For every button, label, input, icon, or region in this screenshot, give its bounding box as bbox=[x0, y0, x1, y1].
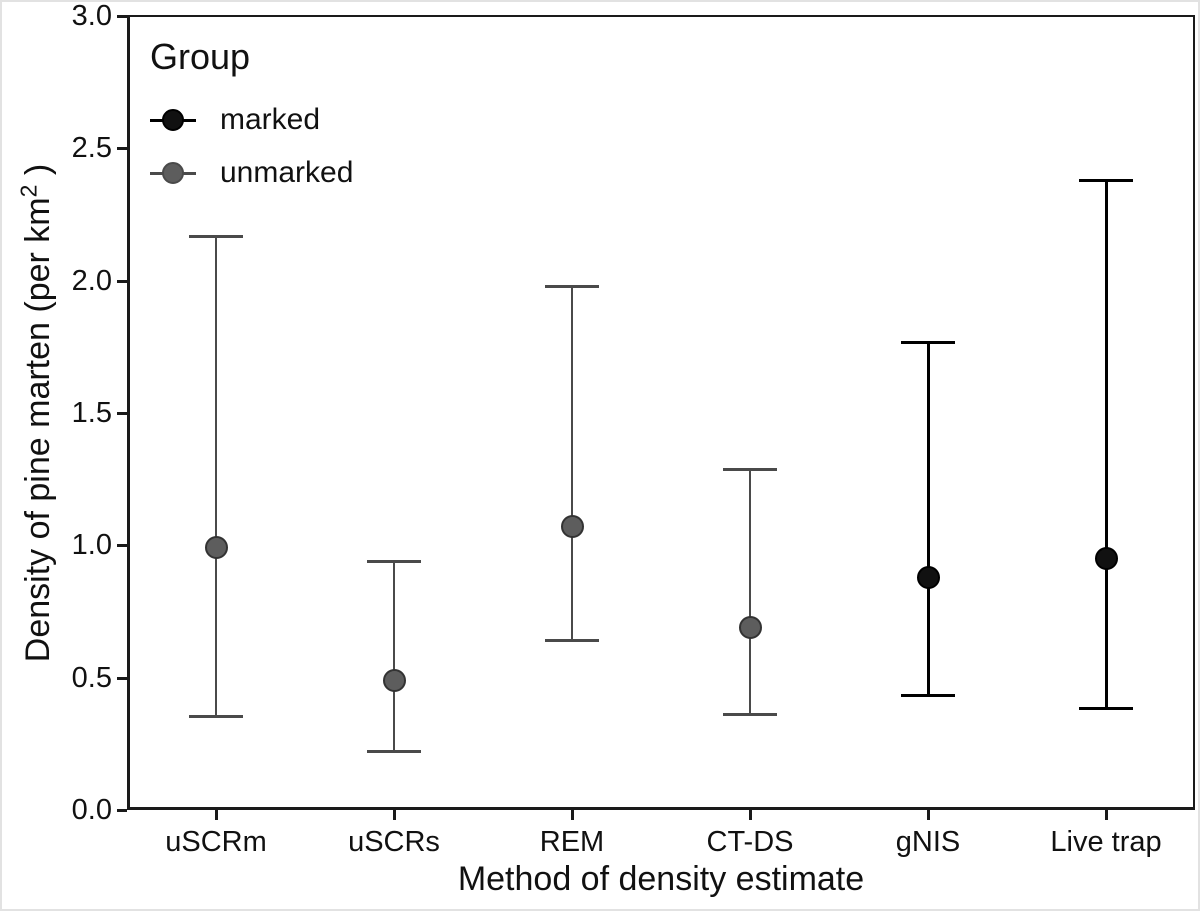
errorbar-cap-bottom bbox=[545, 638, 599, 642]
legend-title: Group bbox=[150, 36, 251, 77]
x-axis-tick-label: CT-DS bbox=[706, 826, 794, 858]
y-axis-title: Density of pine marten (per km2 ) bbox=[15, 13, 59, 813]
legend: Group marked unmarked bbox=[150, 36, 353, 208]
errorbar-cap-bottom bbox=[367, 749, 421, 753]
y-axis-tick-label: 3.0 bbox=[71, 0, 112, 32]
errorbar-stem bbox=[749, 468, 751, 715]
x-axis-tick bbox=[1104, 810, 1108, 820]
errorbar-cap-top bbox=[1079, 179, 1133, 183]
errorbar-cap-bottom bbox=[901, 694, 955, 698]
plot-panel bbox=[127, 15, 1195, 810]
errorbar-stem bbox=[926, 341, 930, 697]
x-axis-title: Method of density estimate bbox=[457, 860, 865, 898]
y-axis-tick-label: 0.0 bbox=[71, 794, 112, 826]
point-estimate-unmarked bbox=[560, 515, 584, 539]
x-axis-tick bbox=[214, 810, 218, 820]
x-axis-tick-label: gNIS bbox=[895, 826, 961, 858]
errorbar-stem bbox=[571, 285, 573, 641]
x-axis-tick-label: uSCRm bbox=[165, 826, 267, 858]
errorbar-cap-top bbox=[901, 340, 955, 344]
y-axis-tick-label: 2.5 bbox=[71, 132, 112, 165]
y-axis-tick bbox=[117, 809, 127, 812]
errorbar-cap-top bbox=[723, 467, 777, 471]
y-axis-tick-label: 0.5 bbox=[71, 661, 112, 694]
y-axis-tick-label: 2.0 bbox=[71, 264, 112, 297]
x-axis-tick bbox=[748, 810, 752, 820]
y-axis-tick bbox=[117, 15, 127, 18]
point-estimate-unmarked bbox=[382, 668, 406, 692]
errorbar-stem bbox=[215, 235, 217, 718]
legend-label-unmarked: unmarked bbox=[220, 156, 354, 189]
unmarked-pointrange-icon bbox=[150, 155, 196, 191]
x-axis-tick bbox=[926, 810, 930, 820]
y-axis-tick bbox=[117, 279, 127, 283]
y-axis-title-superscript: 2 bbox=[15, 184, 42, 198]
x-axis-tick bbox=[392, 810, 396, 820]
y-axis-tick bbox=[117, 544, 127, 548]
x-axis-tick-label: REM bbox=[539, 826, 605, 858]
y-axis-tick bbox=[117, 412, 127, 415]
errorbar-cap-bottom bbox=[1079, 707, 1133, 711]
legend-item-unmarked: unmarked bbox=[150, 155, 353, 191]
unmarked-dot-glyph bbox=[162, 162, 184, 184]
errorbar-stem bbox=[393, 561, 395, 752]
point-estimate-unmarked bbox=[738, 615, 762, 639]
errorbar-cap-top bbox=[367, 560, 421, 564]
y-axis-title-suffix: ) bbox=[19, 163, 57, 185]
legend-item-marked: marked bbox=[150, 102, 353, 138]
x-axis-tick-label: uSCRs bbox=[348, 826, 440, 858]
y-axis-tick-label: 1.0 bbox=[71, 529, 112, 562]
point-estimate-unmarked bbox=[204, 536, 228, 560]
y-axis-tick bbox=[117, 147, 127, 151]
marked-pointrange-icon bbox=[150, 102, 196, 138]
marked-dot-glyph bbox=[162, 109, 184, 131]
errorbar-cap-bottom bbox=[723, 712, 777, 716]
point-estimate-marked bbox=[1094, 547, 1118, 571]
x-axis-tick-label: Live trap bbox=[1050, 826, 1162, 858]
legend-label-marked: marked bbox=[220, 103, 321, 136]
errorbar-stem bbox=[1104, 180, 1108, 710]
x-axis-tick bbox=[570, 810, 574, 820]
errorbar-cap-top bbox=[189, 234, 243, 238]
y-axis-tick bbox=[117, 676, 127, 680]
errorbar-cap-bottom bbox=[189, 715, 243, 719]
y-axis-tick-label: 1.5 bbox=[71, 397, 112, 429]
point-estimate-marked bbox=[916, 565, 940, 589]
errorbar-cap-top bbox=[545, 284, 599, 288]
y-axis-title-text: Density of pine marten (per km bbox=[19, 197, 57, 663]
